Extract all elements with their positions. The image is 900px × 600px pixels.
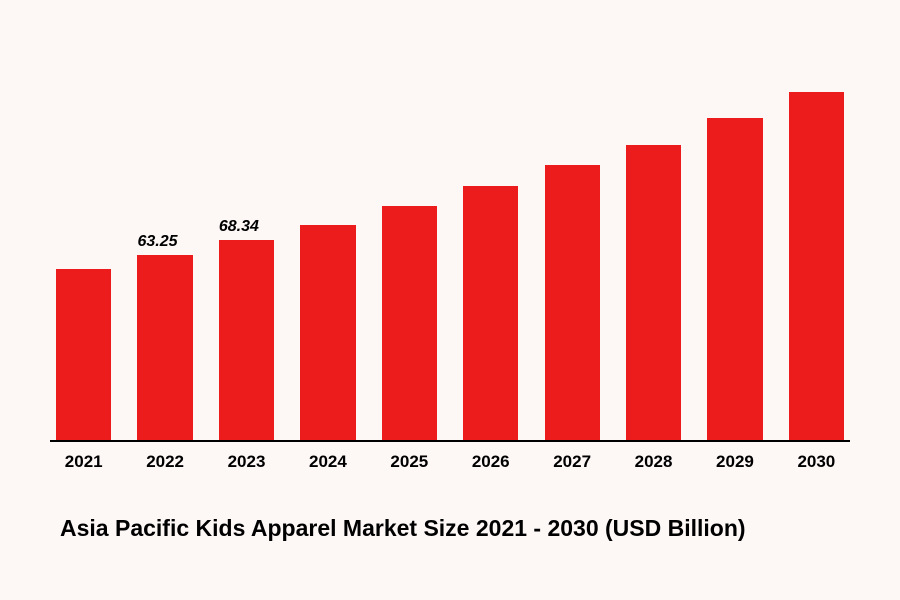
x-axis-label: 2021	[50, 452, 117, 472]
bar	[56, 269, 111, 440]
x-axis-label: 2025	[376, 452, 443, 472]
bar-group	[701, 60, 768, 440]
x-axis-label: 2030	[783, 452, 850, 472]
bar-group	[294, 60, 361, 440]
bar	[219, 240, 274, 440]
bar	[137, 255, 192, 440]
bar	[626, 145, 681, 440]
bar-group: 68.34	[213, 60, 280, 440]
x-axis-label: 2027	[538, 452, 605, 472]
x-axis-label: 2024	[294, 452, 361, 472]
bar-group: 63.25	[131, 60, 198, 440]
bar	[545, 165, 600, 440]
bar-group	[620, 60, 687, 440]
x-axis-label: 2029	[701, 452, 768, 472]
bar	[463, 186, 518, 440]
x-axis-label: 2028	[620, 452, 687, 472]
x-axis-label: 2026	[457, 452, 524, 472]
bar-group	[376, 60, 443, 440]
chart-title: Asia Pacific Kids Apparel Market Size 20…	[60, 515, 746, 542]
bar	[789, 92, 844, 440]
bar-value-label: 63.25	[137, 233, 177, 251]
bar	[300, 225, 355, 440]
x-axis-label: 2023	[213, 452, 280, 472]
x-axis-labels: 2021 2022 2023 2024 2025 2026 2027 2028 2029 2030	[50, 452, 850, 472]
bar	[382, 206, 437, 440]
x-axis-label: 2022	[131, 452, 198, 472]
bar-value-label: 68.34	[219, 218, 259, 236]
bar-group	[538, 60, 605, 440]
bar-group	[457, 60, 524, 440]
bar-group	[783, 60, 850, 440]
bar-chart: 63.25 68.34	[50, 60, 850, 440]
x-axis-line	[50, 440, 850, 442]
bar	[707, 118, 762, 440]
bar-group	[50, 60, 117, 440]
